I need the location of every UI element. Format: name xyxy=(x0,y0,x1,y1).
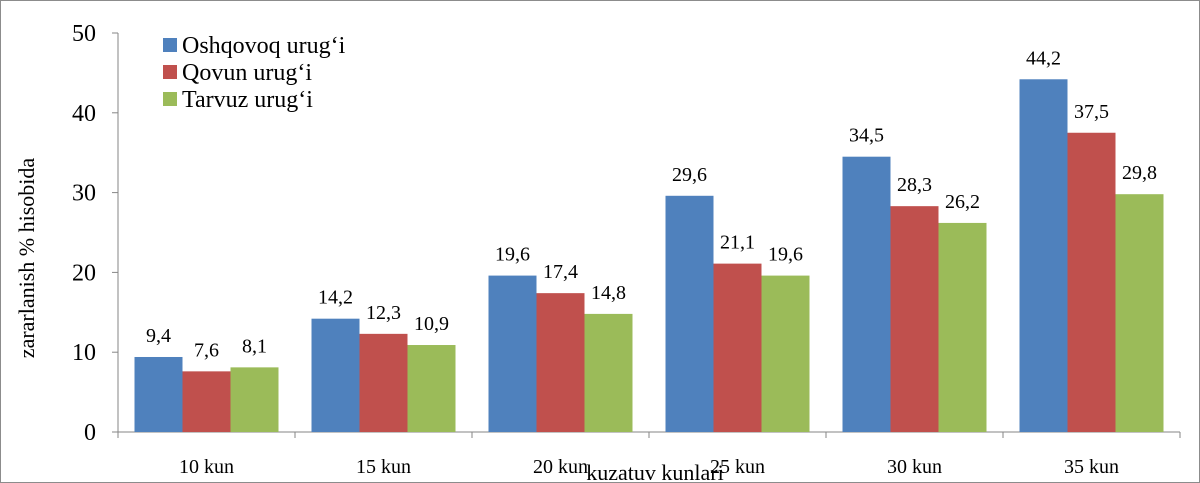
x-tick-label: 25 kun xyxy=(710,456,765,478)
data-label: 21,1 xyxy=(720,232,755,254)
data-label: 29,8 xyxy=(1122,162,1157,184)
y-tick-label: 20 xyxy=(72,260,96,286)
bar xyxy=(1115,194,1164,432)
x-tick-label: 10 kun xyxy=(179,456,234,478)
bar xyxy=(842,156,891,432)
bar xyxy=(665,195,714,432)
bar xyxy=(890,206,939,432)
bar xyxy=(938,222,987,432)
y-tick-label: 50 xyxy=(72,21,96,47)
x-tick-label: 30 kun xyxy=(887,456,942,478)
bar xyxy=(761,275,810,432)
y-tick-label: 10 xyxy=(72,340,96,366)
bars xyxy=(134,79,1164,432)
data-label: 9,4 xyxy=(146,325,171,347)
bar xyxy=(1067,132,1116,432)
y-tick-label: 30 xyxy=(72,181,96,207)
legend-swatch xyxy=(163,65,177,79)
data-label: 14,2 xyxy=(318,287,353,309)
data-label: 17,4 xyxy=(543,261,578,283)
x-tick-label: 20 kun xyxy=(533,456,588,478)
bar xyxy=(584,313,633,432)
bar xyxy=(488,275,537,432)
legend-swatch xyxy=(163,92,177,106)
bar xyxy=(407,345,456,432)
data-labels: 9,4 14,2 19,6 29,6 34,5 44,2 7,6 12,3 17,4 21,1 28… xyxy=(146,47,1157,361)
y-tick-label: 40 xyxy=(72,101,96,127)
bar xyxy=(536,293,585,432)
data-label: 12,3 xyxy=(366,302,401,324)
bar xyxy=(134,356,183,432)
x-tick-label: 35 kun xyxy=(1064,456,1119,478)
data-label: 44,2 xyxy=(1026,47,1061,69)
data-label: 19,6 xyxy=(495,244,530,266)
data-label: 19,6 xyxy=(768,244,803,266)
bar xyxy=(230,367,279,432)
data-label: 28,3 xyxy=(897,174,932,196)
data-label: 14,8 xyxy=(591,282,626,304)
legend-entry: Tarvuz urug‘i xyxy=(182,87,313,113)
bar xyxy=(713,263,762,432)
axes: 0 10 20 30 40 50 10 kun 15 kun 20 kun 25 kun 30 ku… xyxy=(72,21,1181,478)
legend-entry: Qovun urug‘i xyxy=(182,60,312,86)
data-label: 7,6 xyxy=(194,339,219,361)
data-label: 10,9 xyxy=(414,313,449,335)
y-tick-label: 0 xyxy=(84,420,96,446)
bar xyxy=(182,371,231,432)
data-label: 8,1 xyxy=(242,335,267,357)
data-label: 29,6 xyxy=(672,164,707,186)
data-label: 26,2 xyxy=(945,191,980,213)
x-tick-label: 15 kun xyxy=(356,456,411,478)
legend-entry: Oshqovoq urug‘i xyxy=(182,33,346,59)
bar xyxy=(359,333,408,432)
x-axis-label: kuzatuv kunlari xyxy=(586,460,723,483)
legend-swatch xyxy=(163,38,177,52)
data-label: 37,5 xyxy=(1074,101,1109,123)
y-axis-label: zararlanish % hisobida xyxy=(14,158,39,359)
bar xyxy=(311,318,360,432)
data-label: 34,5 xyxy=(849,125,884,147)
bar xyxy=(1019,79,1068,432)
